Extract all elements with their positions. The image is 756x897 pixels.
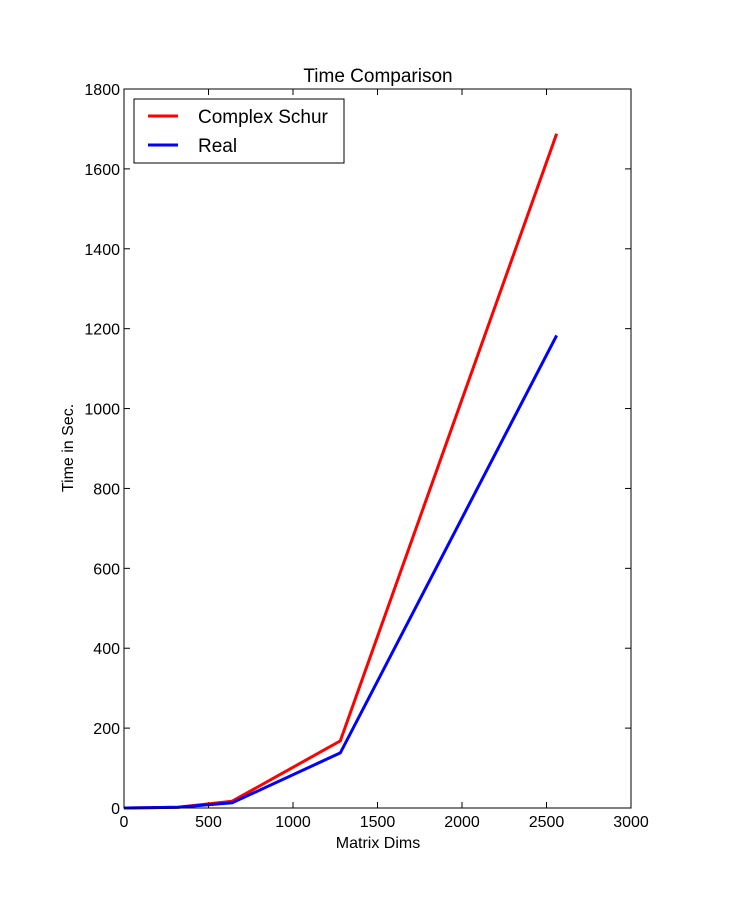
y-tick-label: 1200 bbox=[84, 322, 120, 339]
series-line-real bbox=[123, 334, 558, 810]
x-tick-label: 2500 bbox=[529, 814, 565, 831]
x-tick-label: 0 bbox=[120, 814, 129, 831]
y-tick-label: 600 bbox=[93, 561, 120, 578]
y-tick-label: 1800 bbox=[84, 82, 120, 99]
legend-label-real: Real bbox=[198, 136, 237, 157]
x-tick-label: 3000 bbox=[613, 814, 649, 831]
y-tick-label: 1400 bbox=[84, 242, 120, 259]
y-axis-ticks: 0 200 400 600 800 1000 1200 1400 1600 1800 bbox=[84, 82, 631, 818]
x-tick-label: 500 bbox=[195, 814, 222, 831]
legend: Complex Schur Real bbox=[133, 98, 345, 164]
x-tick-label: 2000 bbox=[444, 814, 480, 831]
legend-box bbox=[133, 98, 345, 164]
x-tick-label: 1500 bbox=[360, 814, 396, 831]
x-axis-ticks: 0 500 1000 1500 2000 2500 3000 bbox=[120, 89, 649, 831]
y-tick-label: 200 bbox=[93, 721, 120, 738]
chart-title: Time Comparison bbox=[303, 66, 452, 87]
series-layer bbox=[123, 133, 559, 810]
x-axis-title: Matrix Dims bbox=[336, 835, 420, 852]
plot-area-frame bbox=[123, 88, 632, 809]
y-axis-title: Time in Sec. bbox=[60, 404, 77, 492]
y-tick-label: 800 bbox=[93, 481, 120, 498]
x-tick-label: 1000 bbox=[275, 814, 311, 831]
y-tick-label: 400 bbox=[93, 641, 120, 658]
y-tick-label: 1000 bbox=[84, 402, 120, 419]
y-tick-label: 1600 bbox=[84, 162, 120, 179]
legend-label-complex-schur: Complex Schur bbox=[198, 107, 329, 128]
series-line-complex-schur bbox=[123, 133, 559, 810]
y-tick-label: 0 bbox=[111, 801, 120, 818]
